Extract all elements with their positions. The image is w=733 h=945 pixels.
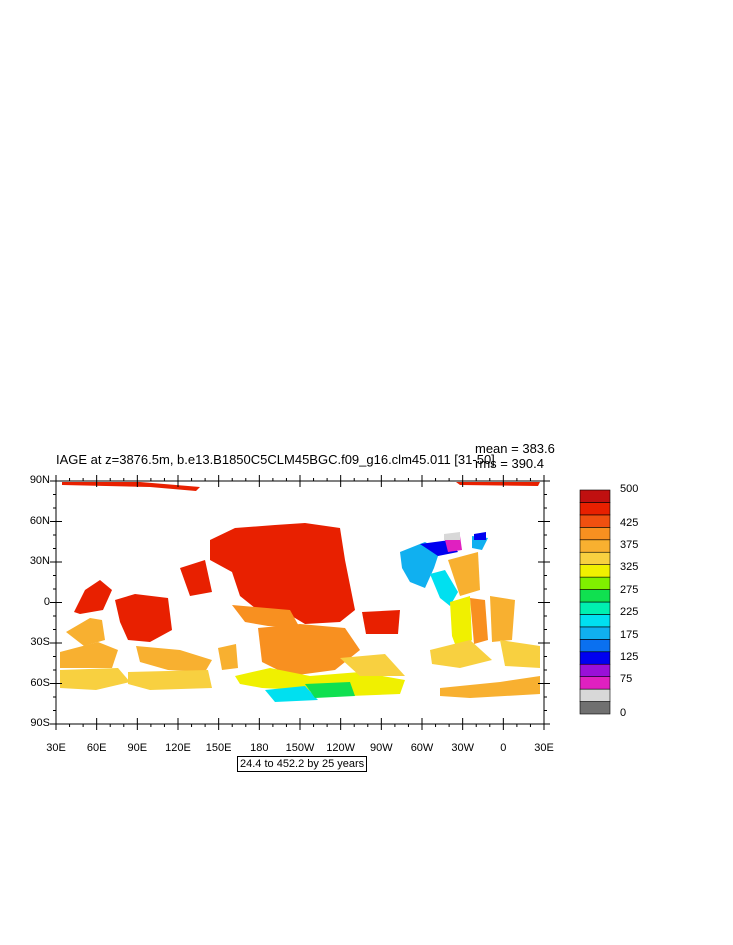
colorbar-swatch — [579, 651, 611, 665]
rms-stat: rms = 390.4 — [475, 456, 545, 471]
mean-stat: mean = 383.6 — [475, 441, 555, 456]
contour-range-note: 24.4 to 452.2 by 25 years — [237, 756, 368, 772]
colorbar-swatch — [579, 564, 611, 578]
y-tick-label: 60N — [29, 514, 50, 527]
colorbar-swatch — [579, 527, 611, 541]
y-tick-label: 0 — [43, 595, 50, 608]
x-tick-label: 180 — [250, 742, 269, 754]
colorbar-swatch — [579, 514, 611, 528]
x-tick-label: 90W — [370, 742, 393, 754]
colorbar — [579, 489, 611, 715]
colorbar-label: 325 — [620, 561, 639, 574]
x-tick-label: 30E — [46, 742, 66, 754]
colorbar-swatch — [579, 489, 611, 503]
x-tick-label: 0 — [500, 742, 507, 754]
colorbar-label: 125 — [620, 651, 639, 663]
colorbar-label: 75 — [620, 673, 633, 686]
colorbar-swatch — [579, 639, 611, 653]
colorbar-swatch — [579, 601, 611, 615]
colorbar-swatch — [579, 539, 611, 553]
colorbar-swatch — [579, 676, 611, 690]
y-tick-label: 30S — [30, 636, 50, 648]
colorbar-label: 500 — [620, 483, 639, 495]
y-tick-label: 90N — [29, 474, 50, 486]
colorbar-label: 225 — [620, 606, 639, 619]
colorbar-label: 425 — [620, 516, 639, 529]
colorbar-label: 175 — [620, 628, 639, 641]
colorbar-swatch — [579, 614, 611, 628]
y-tick-label: 90S — [30, 717, 50, 729]
x-tick-label: 30W — [451, 742, 474, 754]
map-title: IAGE at z=3876.5m, b.e13.B1850C5CLM45BGC… — [56, 452, 495, 467]
x-tick-label: 150E — [205, 742, 232, 754]
y-tick-label: 60S — [30, 676, 50, 689]
x-tick-label: 90E — [127, 742, 148, 754]
colorbar-swatch — [579, 551, 611, 565]
colorbar-swatch — [579, 589, 611, 603]
y-tick-label: 30N — [29, 555, 50, 567]
x-tick-label: 60W — [410, 742, 434, 754]
x-tick-label: 150W — [285, 742, 315, 754]
colorbar-swatch — [579, 626, 611, 640]
colorbar-swatch — [579, 701, 611, 715]
colorbar-label: 375 — [620, 539, 639, 551]
colorbar-label: 0 — [620, 707, 627, 719]
x-tick-label: 120E — [165, 742, 191, 754]
x-tick-label: 120W — [326, 742, 356, 754]
x-tick-label: 60E — [86, 742, 107, 754]
colorbar-swatch — [579, 688, 611, 702]
x-tick-label: 30E — [534, 742, 554, 754]
colorbar-swatch — [579, 576, 611, 590]
axis-ticks — [50, 475, 550, 730]
colorbar-swatch — [579, 663, 611, 677]
colorbar-label: 275 — [620, 583, 639, 596]
colorbar-swatch — [579, 502, 611, 516]
map-fields — [60, 482, 540, 702]
